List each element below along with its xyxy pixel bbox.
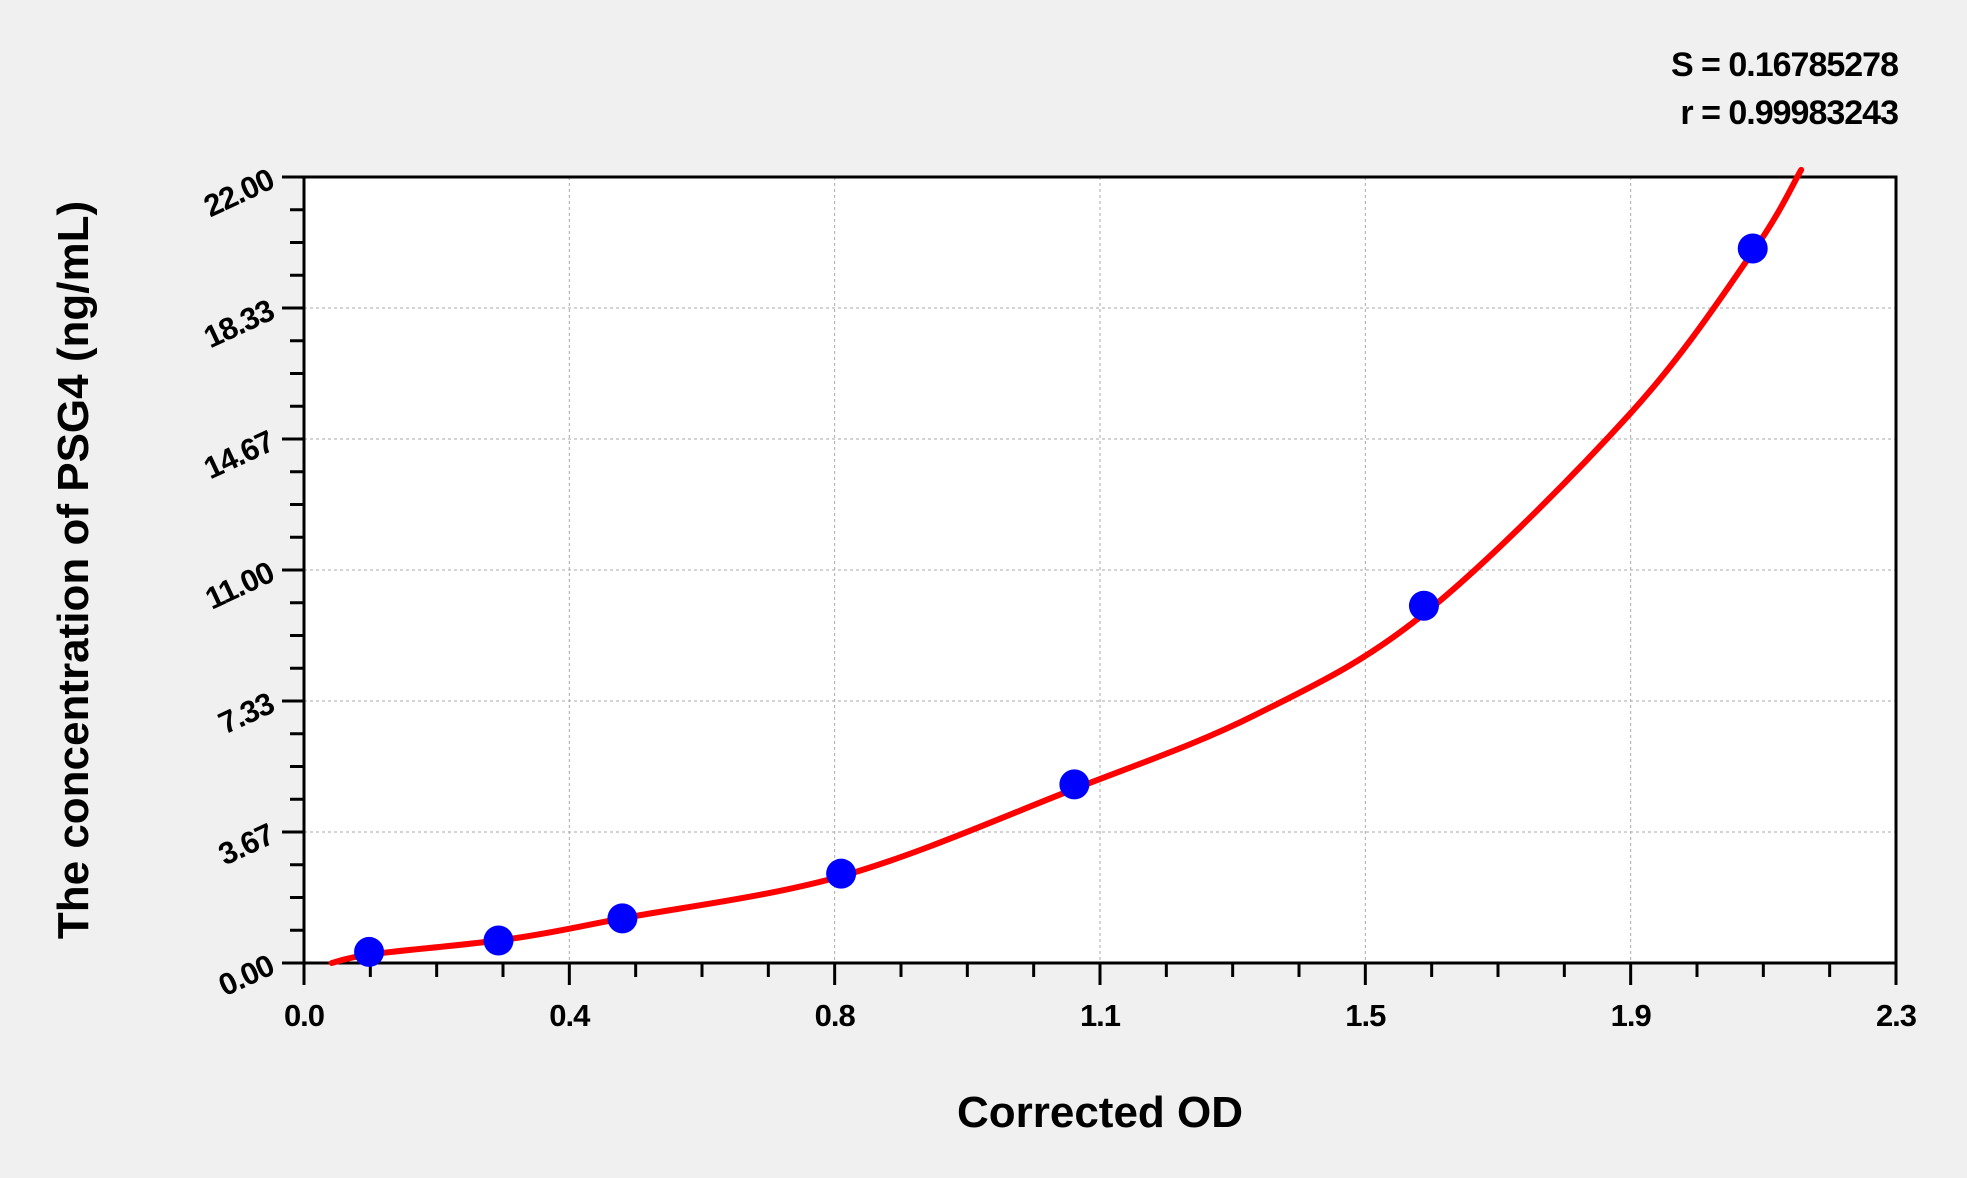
fit-curve bbox=[328, 166, 1805, 966]
y-tick-label: 0.00 bbox=[213, 948, 279, 1004]
y-tick-label: 22.00 bbox=[198, 162, 279, 224]
fit-curve-group bbox=[328, 166, 1805, 966]
data-point bbox=[607, 903, 638, 934]
stat-s: S = 0.16785278 bbox=[1671, 46, 1898, 84]
x-tick-label: 0.8 bbox=[815, 998, 856, 1033]
x-tick-label: 0.0 bbox=[284, 998, 324, 1033]
y-tick-label: 18.33 bbox=[198, 292, 279, 355]
x-tick-label: 1.9 bbox=[1611, 998, 1652, 1033]
data-point bbox=[354, 936, 385, 967]
data-point bbox=[826, 858, 857, 889]
data-point bbox=[1059, 769, 1090, 800]
axes: 0.0 0.4 0.8 1.1 1.5 1.9 2.3 0.00 3.67 7.33 11.00 14… bbox=[198, 162, 1917, 1033]
data-point bbox=[483, 925, 514, 956]
y-tick-label: 3.67 bbox=[213, 817, 279, 873]
x-tick-label: 0.4 bbox=[549, 998, 591, 1033]
y-tick-label: 7.33 bbox=[213, 685, 280, 741]
y-tick-label: 11.00 bbox=[200, 555, 279, 617]
x-tick-label: 1.5 bbox=[1345, 998, 1386, 1033]
data-point bbox=[1737, 233, 1768, 264]
x-tick-label: 2.3 bbox=[1876, 998, 1917, 1033]
x-axis-title: Corrected OD bbox=[957, 1088, 1243, 1137]
y-axis-title: The concentration of PSG4 (ng/mL) bbox=[49, 201, 98, 939]
grid bbox=[304, 177, 1896, 963]
y-tick-label: 14.67 bbox=[198, 424, 279, 486]
stat-r: r = 0.99983243 bbox=[1680, 94, 1898, 132]
data-points bbox=[354, 233, 1768, 967]
x-tick-label: 1.1 bbox=[1080, 998, 1121, 1033]
data-point bbox=[1408, 590, 1439, 621]
